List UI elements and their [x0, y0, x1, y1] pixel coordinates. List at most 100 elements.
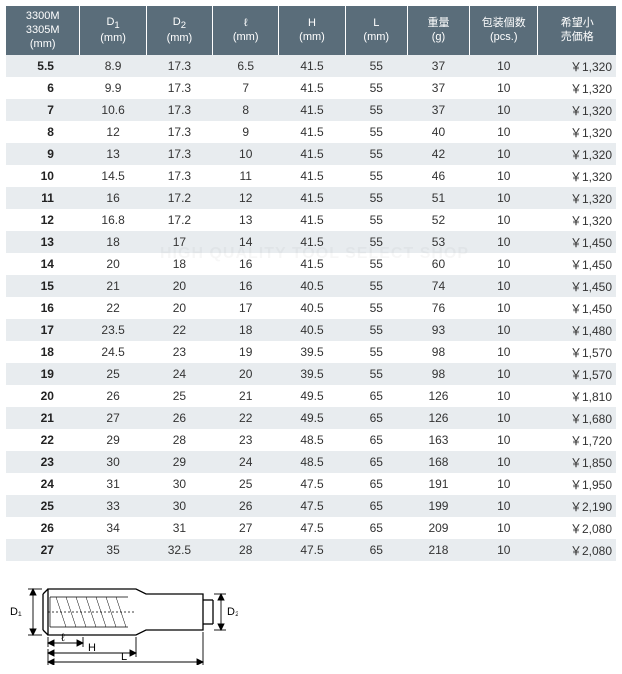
cell: 33: [80, 495, 146, 517]
cell: 65: [345, 429, 407, 451]
cell: 26: [213, 495, 279, 517]
cell: 10: [470, 429, 538, 451]
table-row: 1420181641.5556010￥1,450: [6, 253, 616, 275]
cell: ￥1,320: [538, 209, 616, 231]
cell: 17.2: [146, 209, 212, 231]
cell: ￥1,570: [538, 341, 616, 363]
cell: 55: [345, 99, 407, 121]
cell: 17.2: [146, 187, 212, 209]
cell: 26: [6, 517, 80, 539]
cell: 55: [345, 187, 407, 209]
cell: 13: [80, 143, 146, 165]
cell: 199: [407, 495, 469, 517]
cell: 55: [345, 341, 407, 363]
cell: 17.3: [146, 165, 212, 187]
cell: 49.5: [279, 407, 345, 429]
cell: 10: [470, 253, 538, 275]
cell: 7: [6, 99, 80, 121]
cell: 41.5: [279, 99, 345, 121]
cell: 25: [146, 385, 212, 407]
cell: 28: [213, 539, 279, 561]
cell: 17: [6, 319, 80, 341]
cell: 10: [470, 385, 538, 407]
cell: ￥1,320: [538, 77, 616, 99]
cell: 17: [146, 231, 212, 253]
cell: 41.5: [279, 187, 345, 209]
cell: 39.5: [279, 341, 345, 363]
cell: 15: [6, 275, 80, 297]
cell: ￥1,850: [538, 451, 616, 473]
cell: 13: [213, 209, 279, 231]
cell: ￥1,680: [538, 407, 616, 429]
cell: 31: [146, 517, 212, 539]
table-row: 1925242039.5559810￥1,570: [6, 363, 616, 385]
cell: 49.5: [279, 385, 345, 407]
table-row: 1014.517.31141.5554610￥1,320: [6, 165, 616, 187]
cell: 48.5: [279, 429, 345, 451]
table-row: 2026252149.56512610￥1,810: [6, 385, 616, 407]
cell: 17.3: [146, 77, 212, 99]
table-row: 81217.3941.5554010￥1,320: [6, 121, 616, 143]
table-row: 91317.31041.5554210￥1,320: [6, 143, 616, 165]
cell: 23.5: [80, 319, 146, 341]
cell: 126: [407, 407, 469, 429]
cell: 16: [213, 275, 279, 297]
cell: 17.3: [146, 55, 212, 77]
table-row: 1824.5231939.5559810￥1,570: [6, 341, 616, 363]
cell: ￥2,190: [538, 495, 616, 517]
cell: 14: [6, 253, 80, 275]
cell: 30: [146, 473, 212, 495]
cell: 55: [345, 209, 407, 231]
cell: 163: [407, 429, 469, 451]
cell: 93: [407, 319, 469, 341]
cell: 10: [470, 407, 538, 429]
cell: 34: [80, 517, 146, 539]
cell: 46: [407, 165, 469, 187]
cell: 41.5: [279, 165, 345, 187]
cell: 47.5: [279, 495, 345, 517]
cell: 12: [213, 187, 279, 209]
cell: 10: [470, 363, 538, 385]
table-row: 5.58.917.36.541.5553710￥1,320: [6, 55, 616, 77]
cell: ￥1,320: [538, 143, 616, 165]
cell: 51: [407, 187, 469, 209]
col-header: 重量(g): [407, 6, 469, 55]
table-row: 2229282348.56516310￥1,720: [6, 429, 616, 451]
cell: 29: [80, 429, 146, 451]
socket-diagram: D₁ D₂ ℓ H L: [8, 567, 616, 668]
cell: 17: [213, 297, 279, 319]
cell: 24: [213, 451, 279, 473]
cell: 41.5: [279, 121, 345, 143]
cell: 21: [213, 385, 279, 407]
cell: 30: [146, 495, 212, 517]
cell: 27: [213, 517, 279, 539]
col-header: 希望小売価格: [538, 6, 616, 55]
cell: 18: [213, 319, 279, 341]
col-header: 3300M3305M(mm): [6, 6, 80, 55]
cell: 55: [345, 253, 407, 275]
col-header: D2(mm): [146, 6, 212, 55]
cell: 25: [6, 495, 80, 517]
table-row: 2127262249.56512610￥1,680: [6, 407, 616, 429]
cell: 10: [470, 55, 538, 77]
cell: 98: [407, 363, 469, 385]
cell: 27: [6, 539, 80, 561]
cell: 10: [470, 187, 538, 209]
cell: ￥1,450: [538, 297, 616, 319]
cell: 10: [470, 297, 538, 319]
cell: 7: [213, 77, 279, 99]
cell: 40.5: [279, 297, 345, 319]
cell: 24.5: [80, 341, 146, 363]
cell: 39.5: [279, 363, 345, 385]
cell: 16: [80, 187, 146, 209]
cell: 10: [470, 99, 538, 121]
cell: 209: [407, 517, 469, 539]
cell: 23: [146, 341, 212, 363]
cell: 9: [6, 143, 80, 165]
cell: ￥1,810: [538, 385, 616, 407]
cell: 17.3: [146, 121, 212, 143]
cell: 10: [470, 143, 538, 165]
cell: 10: [470, 165, 538, 187]
col-header: ℓ(mm): [213, 6, 279, 55]
cell: 41.5: [279, 209, 345, 231]
